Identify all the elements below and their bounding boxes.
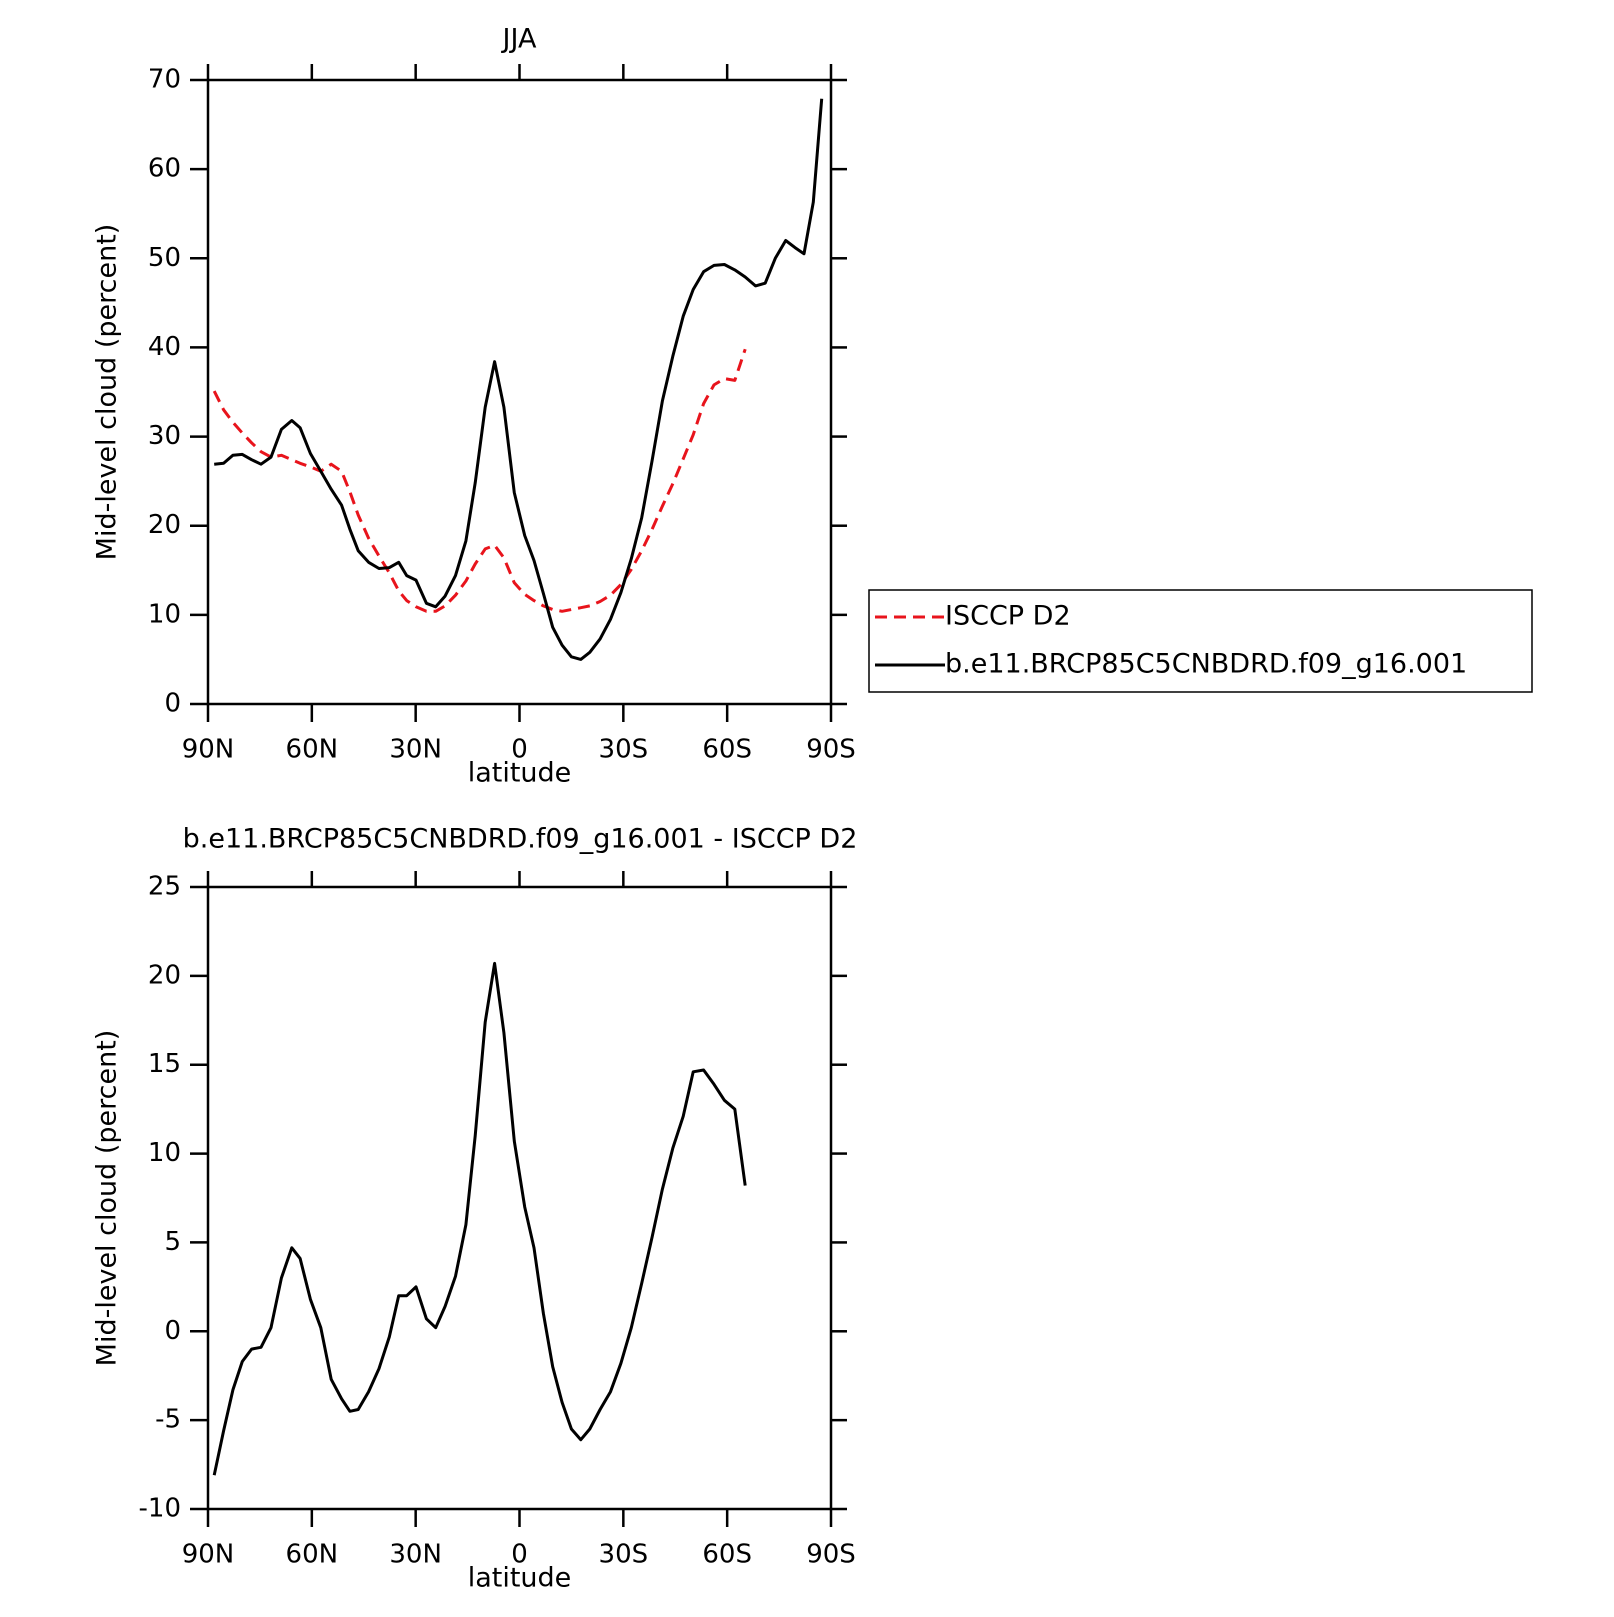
x-tick-label: 90S (806, 1540, 856, 1570)
y-tick-label: 25 (148, 872, 181, 902)
y-axis-label: Mid-level cloud (percent) (92, 1030, 123, 1367)
y-tick-label: 50 (148, 243, 181, 273)
y-tick-label: 5 (164, 1227, 181, 1257)
legend-label: b.e11.BRCP85C5CNBDRD.f09_g16.001 (945, 649, 1467, 680)
y-tick-label: 70 (148, 65, 181, 95)
chart-title: JJA (501, 24, 537, 55)
y-tick-label: 0 (164, 1316, 181, 1346)
x-tick-label: 30S (599, 735, 649, 765)
x-axis-label: latitude (468, 1563, 572, 1594)
x-tick-label: 30N (389, 735, 442, 765)
chart-title: b.e11.BRCP85C5CNBDRD.f09_g16.001 - ISCCP… (183, 824, 858, 855)
x-tick-label: 0 (511, 735, 528, 765)
x-tick-label: 90S (806, 735, 856, 765)
y-tick-label: 30 (148, 421, 181, 451)
x-axis-label: latitude (468, 758, 572, 789)
y-axis-label: Mid-level cloud (percent) (92, 224, 123, 561)
y-tick-label: -5 (155, 1405, 181, 1435)
legend-box (868, 589, 1533, 693)
plot-frame (206, 885, 833, 1511)
x-tick-label: 30S (599, 1540, 649, 1570)
x-tick-label: 60S (702, 1540, 752, 1570)
y-tick-label: 10 (148, 599, 181, 629)
x-tick-label: 30N (389, 1540, 442, 1570)
y-tick-label: 20 (148, 960, 181, 990)
y-tick-label: 40 (148, 332, 181, 362)
x-tick-label: 90N (182, 1540, 235, 1570)
x-tick-label: 0 (511, 1540, 528, 1570)
data-line (212, 961, 747, 1476)
y-tick-label: 15 (148, 1049, 181, 1079)
x-tick-label: 90N (182, 735, 235, 765)
x-tick-label: 60N (286, 735, 339, 765)
x-tick-label: 60S (702, 735, 752, 765)
y-tick-label: 0 (164, 689, 181, 719)
legend-label: ISCCP D2 (945, 601, 1071, 632)
x-tick-label: 60N (286, 1540, 339, 1570)
y-tick-label: 10 (148, 1138, 181, 1168)
data-line (212, 348, 747, 613)
plot-frame (206, 78, 833, 706)
y-tick-label: 20 (148, 510, 181, 540)
y-tick-label: 60 (148, 154, 181, 184)
data-line (214, 98, 824, 661)
y-tick-label: -10 (139, 1494, 181, 1524)
